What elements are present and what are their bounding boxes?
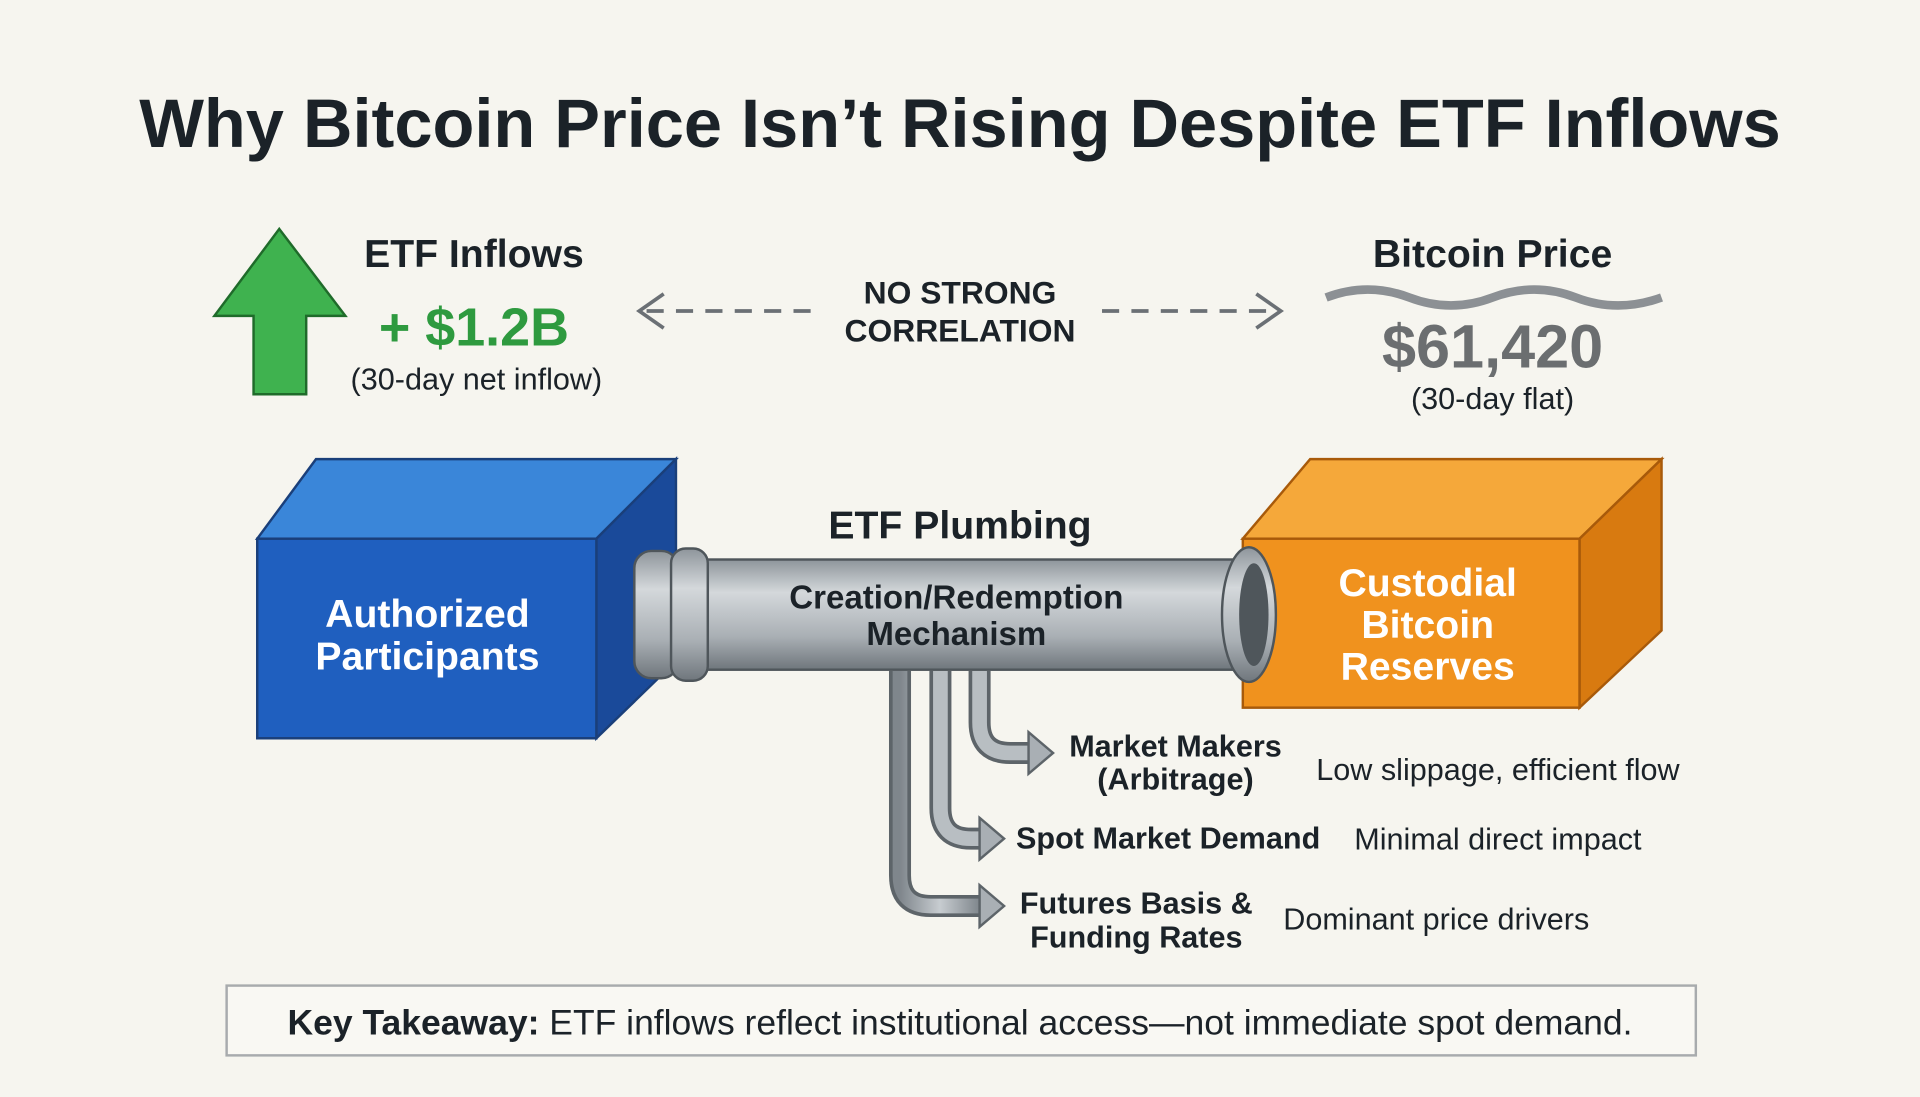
branch-futures-line2: Funding Rates (1030, 921, 1242, 955)
branch-spot-demand-line1: Spot Market Demand (1016, 821, 1320, 855)
takeaway-label: Key Takeaway: (287, 1003, 539, 1043)
branch-futures-line1: Futures Basis & (1020, 886, 1253, 920)
inflows-note: (30-day net inflow) (351, 362, 603, 396)
custodial-reserves-box: Custodial Bitcoin Reserves (1240, 456, 1665, 711)
branch-pipes (888, 670, 1029, 918)
takeaway-text: ETF inflows reflect institutional access… (539, 1003, 1632, 1043)
price-label: Bitcoin Price (1373, 233, 1612, 276)
arrow-market-makers-icon (1027, 729, 1055, 777)
arrow-futures-icon (978, 882, 1006, 930)
pipe-line2: Mechanism (866, 616, 1046, 653)
price-note: (30-day flat) (1411, 382, 1574, 416)
pipe-title: ETF Plumbing (828, 505, 1091, 548)
correlation-line2: CORRELATION (844, 313, 1075, 349)
box-right-line1: Custodial (1338, 562, 1516, 605)
branch-market-makers-effect: Low slippage, efficient flow (1316, 753, 1680, 787)
branch-market-makers-line2: (Arbitrage) (1097, 763, 1253, 797)
takeaway-box (225, 984, 1698, 1057)
page-title: Why Bitcoin Price Isn’t Rising Despite E… (139, 85, 1781, 162)
etf-pipe (633, 546, 1278, 684)
box-left-line1: Authorized (325, 593, 529, 636)
pipe-line1: Creation/Redemption (789, 579, 1123, 616)
inflows-value: + $1.2B (379, 297, 569, 357)
takeaway: Key Takeaway: ETF inflows reflect instit… (287, 1003, 1632, 1043)
box-right-line3: Reserves (1341, 646, 1515, 689)
flat-wave-icon (1324, 285, 1663, 310)
box-left-line2: Participants (315, 636, 539, 679)
branch-spot-demand-effect: Minimal direct impact (1354, 823, 1642, 857)
dashed-double-arrow-icon (636, 292, 1284, 330)
green-up-arrow-icon (211, 226, 348, 396)
correlation-line1: NO STRONG (864, 275, 1057, 311)
branch-futures-effect: Dominant price drivers (1283, 902, 1589, 936)
authorized-participants-box: Authorized Participants (254, 456, 679, 742)
inflows-label: ETF Inflows (364, 233, 584, 276)
arrow-spot-demand-icon (978, 815, 1006, 863)
price-value: $61,420 (1382, 312, 1603, 380)
box-right-line2: Bitcoin (1361, 604, 1494, 647)
branch-market-makers-line1: Market Makers (1069, 730, 1282, 764)
